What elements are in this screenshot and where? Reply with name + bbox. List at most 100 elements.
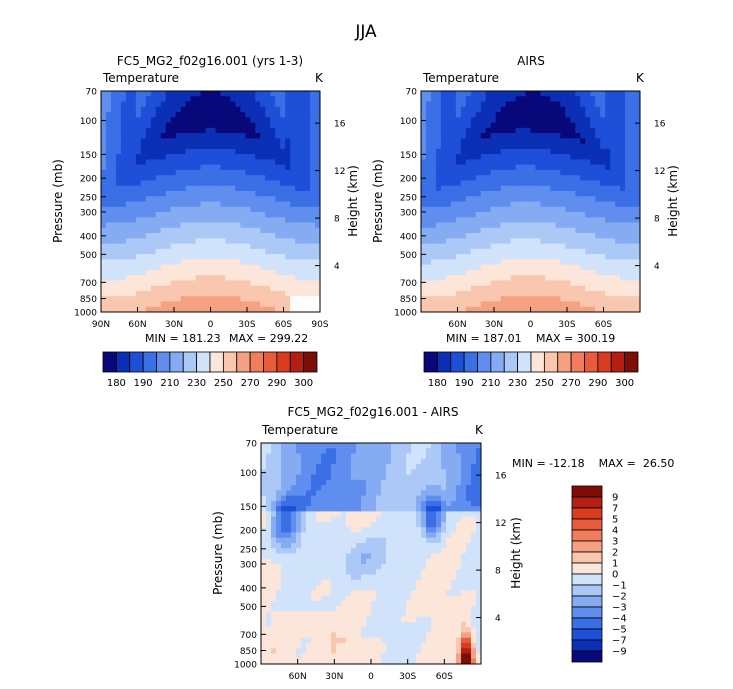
field-cell	[271, 479, 277, 486]
field-cell	[145, 206, 152, 213]
field-cell	[466, 453, 472, 460]
field-cell	[260, 296, 266, 302]
field-cell	[311, 443, 317, 449]
field-cell	[195, 91, 201, 97]
field-cell	[220, 254, 226, 260]
field-cell	[416, 527, 422, 533]
field-cell	[430, 280, 437, 287]
field-cell	[326, 443, 332, 449]
field-cell	[310, 185, 316, 192]
field-cell	[220, 154, 226, 160]
field-cell	[266, 574, 272, 581]
field-cell	[295, 285, 301, 292]
field-cell	[346, 564, 352, 570]
field-cell	[530, 148, 536, 155]
field-cell	[480, 206, 487, 213]
field-cell	[351, 485, 357, 491]
field-cell	[245, 169, 251, 176]
field-cell	[215, 290, 221, 297]
field-cell	[336, 558, 342, 565]
field-cell	[535, 217, 541, 223]
field-cell	[470, 264, 477, 271]
field-cell	[180, 180, 187, 187]
field-cell	[371, 527, 377, 533]
field-cell	[210, 264, 216, 271]
field-cell	[610, 143, 616, 150]
field-cell	[495, 227, 502, 234]
field-cell	[366, 569, 372, 575]
field-cell	[255, 159, 261, 166]
field-cell	[255, 275, 261, 281]
field-cell	[110, 222, 117, 229]
field-cell	[435, 159, 442, 166]
field-cell	[120, 227, 127, 234]
field-cell	[600, 117, 606, 123]
field-cell	[195, 306, 201, 313]
field-cell	[431, 574, 437, 581]
field-cell	[575, 190, 581, 197]
field-cell	[356, 453, 362, 460]
field-cell	[535, 169, 541, 176]
field-cell	[630, 212, 636, 218]
field-cell	[115, 190, 122, 197]
field-cell	[550, 280, 556, 287]
field-cell	[115, 96, 122, 102]
field-cell	[280, 254, 286, 260]
field-cell	[450, 269, 457, 276]
field-cell	[190, 201, 196, 208]
field-cell	[185, 154, 191, 160]
field-cell	[565, 138, 571, 145]
field-cell	[475, 169, 482, 176]
field-cell	[500, 164, 507, 171]
field-cell	[315, 143, 321, 150]
field-cell	[515, 122, 521, 129]
field-cell	[205, 127, 211, 134]
field-cell	[130, 227, 137, 234]
field-cell	[265, 222, 271, 229]
field-cell	[470, 143, 477, 150]
field-cell	[160, 169, 167, 176]
field-cell	[150, 275, 157, 281]
field-cell	[450, 290, 457, 297]
field-cell	[316, 443, 322, 449]
field-cell	[625, 91, 631, 97]
field-cell	[301, 448, 307, 454]
field-cell	[145, 275, 152, 281]
field-cell	[160, 143, 167, 150]
field-cell	[600, 212, 606, 218]
field-cell	[185, 196, 191, 202]
field-cell	[396, 511, 402, 518]
field-cell	[180, 101, 187, 108]
field-cell	[575, 285, 581, 292]
field-cell	[446, 448, 452, 454]
field-cell	[610, 248, 616, 255]
field-cell	[475, 185, 482, 192]
field-cell	[291, 569, 297, 575]
field-cell	[281, 464, 287, 470]
field-cell	[471, 453, 477, 460]
field-cell	[421, 458, 427, 465]
field-cell	[550, 285, 556, 292]
field-cell	[605, 296, 611, 302]
field-cell	[255, 285, 261, 292]
field-cell	[605, 143, 611, 150]
field-cell	[490, 206, 497, 213]
field-cell	[560, 154, 566, 160]
field-cell	[425, 201, 432, 208]
field-cell	[120, 190, 127, 197]
field-cell	[520, 222, 526, 229]
field-cell	[425, 143, 432, 150]
field-cell	[286, 485, 292, 491]
field-cell	[585, 122, 591, 129]
field-cell	[321, 474, 327, 481]
field-cell	[421, 217, 427, 223]
field-cell	[540, 285, 546, 292]
field-cell	[530, 112, 536, 118]
field-cell	[585, 117, 591, 123]
field-cell	[630, 233, 636, 239]
field-cell	[185, 280, 191, 287]
field-cell	[411, 564, 417, 570]
field-cell	[296, 495, 302, 502]
field-cell	[145, 164, 152, 171]
field-cell	[625, 112, 631, 118]
